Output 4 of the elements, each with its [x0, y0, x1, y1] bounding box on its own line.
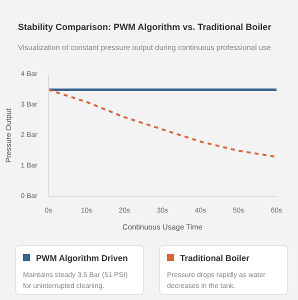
line-series	[48, 88, 276, 158]
legend-label: PWM Algorithm Driven	[35, 252, 129, 264]
legend-label: Traditional Boiler	[179, 252, 250, 264]
chart-title: Stability Comparison: PWM Algorithm vs. Traditional Boiler	[18, 21, 272, 34]
